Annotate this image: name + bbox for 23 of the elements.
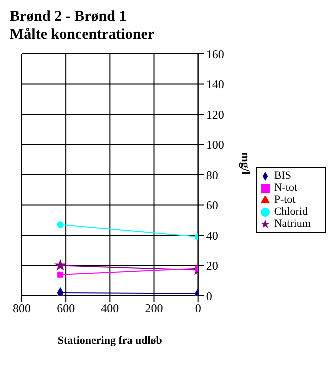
y-tick-label: 160: [206, 47, 224, 62]
legend-label: N-tot: [274, 182, 298, 194]
x-tick-label: 600: [57, 302, 76, 316]
legend-label: BIS: [274, 170, 292, 182]
chart-subtitle: Målte koncentrationer: [10, 26, 156, 44]
y-tick-label: 120: [206, 108, 224, 122]
chart-title: Brønd 2 - Brønd 1: [10, 8, 128, 26]
legend-label: P-tot: [274, 194, 296, 206]
x-tick-label: 400: [101, 302, 120, 316]
x-tick-label: 200: [145, 302, 164, 316]
legend-label: Natrium: [274, 218, 311, 230]
y-tick-label: 60: [206, 198, 218, 213]
x-tick-label: 800: [13, 302, 31, 316]
y-tick-label: 20: [206, 259, 218, 274]
legend-label: Chlorid: [274, 206, 308, 218]
y-tick-label: 140: [206, 78, 224, 92]
y-tick-label: 0: [206, 289, 212, 304]
x-axis-title: Stationering fra udløb: [58, 335, 162, 347]
y-axis-title: mg/l: [239, 152, 254, 176]
y-tick-label: 100: [206, 138, 224, 152]
y-tick-label: 40: [206, 228, 218, 243]
x-tick-label: 0: [195, 302, 202, 316]
y-tick-label: 80: [206, 168, 218, 182]
